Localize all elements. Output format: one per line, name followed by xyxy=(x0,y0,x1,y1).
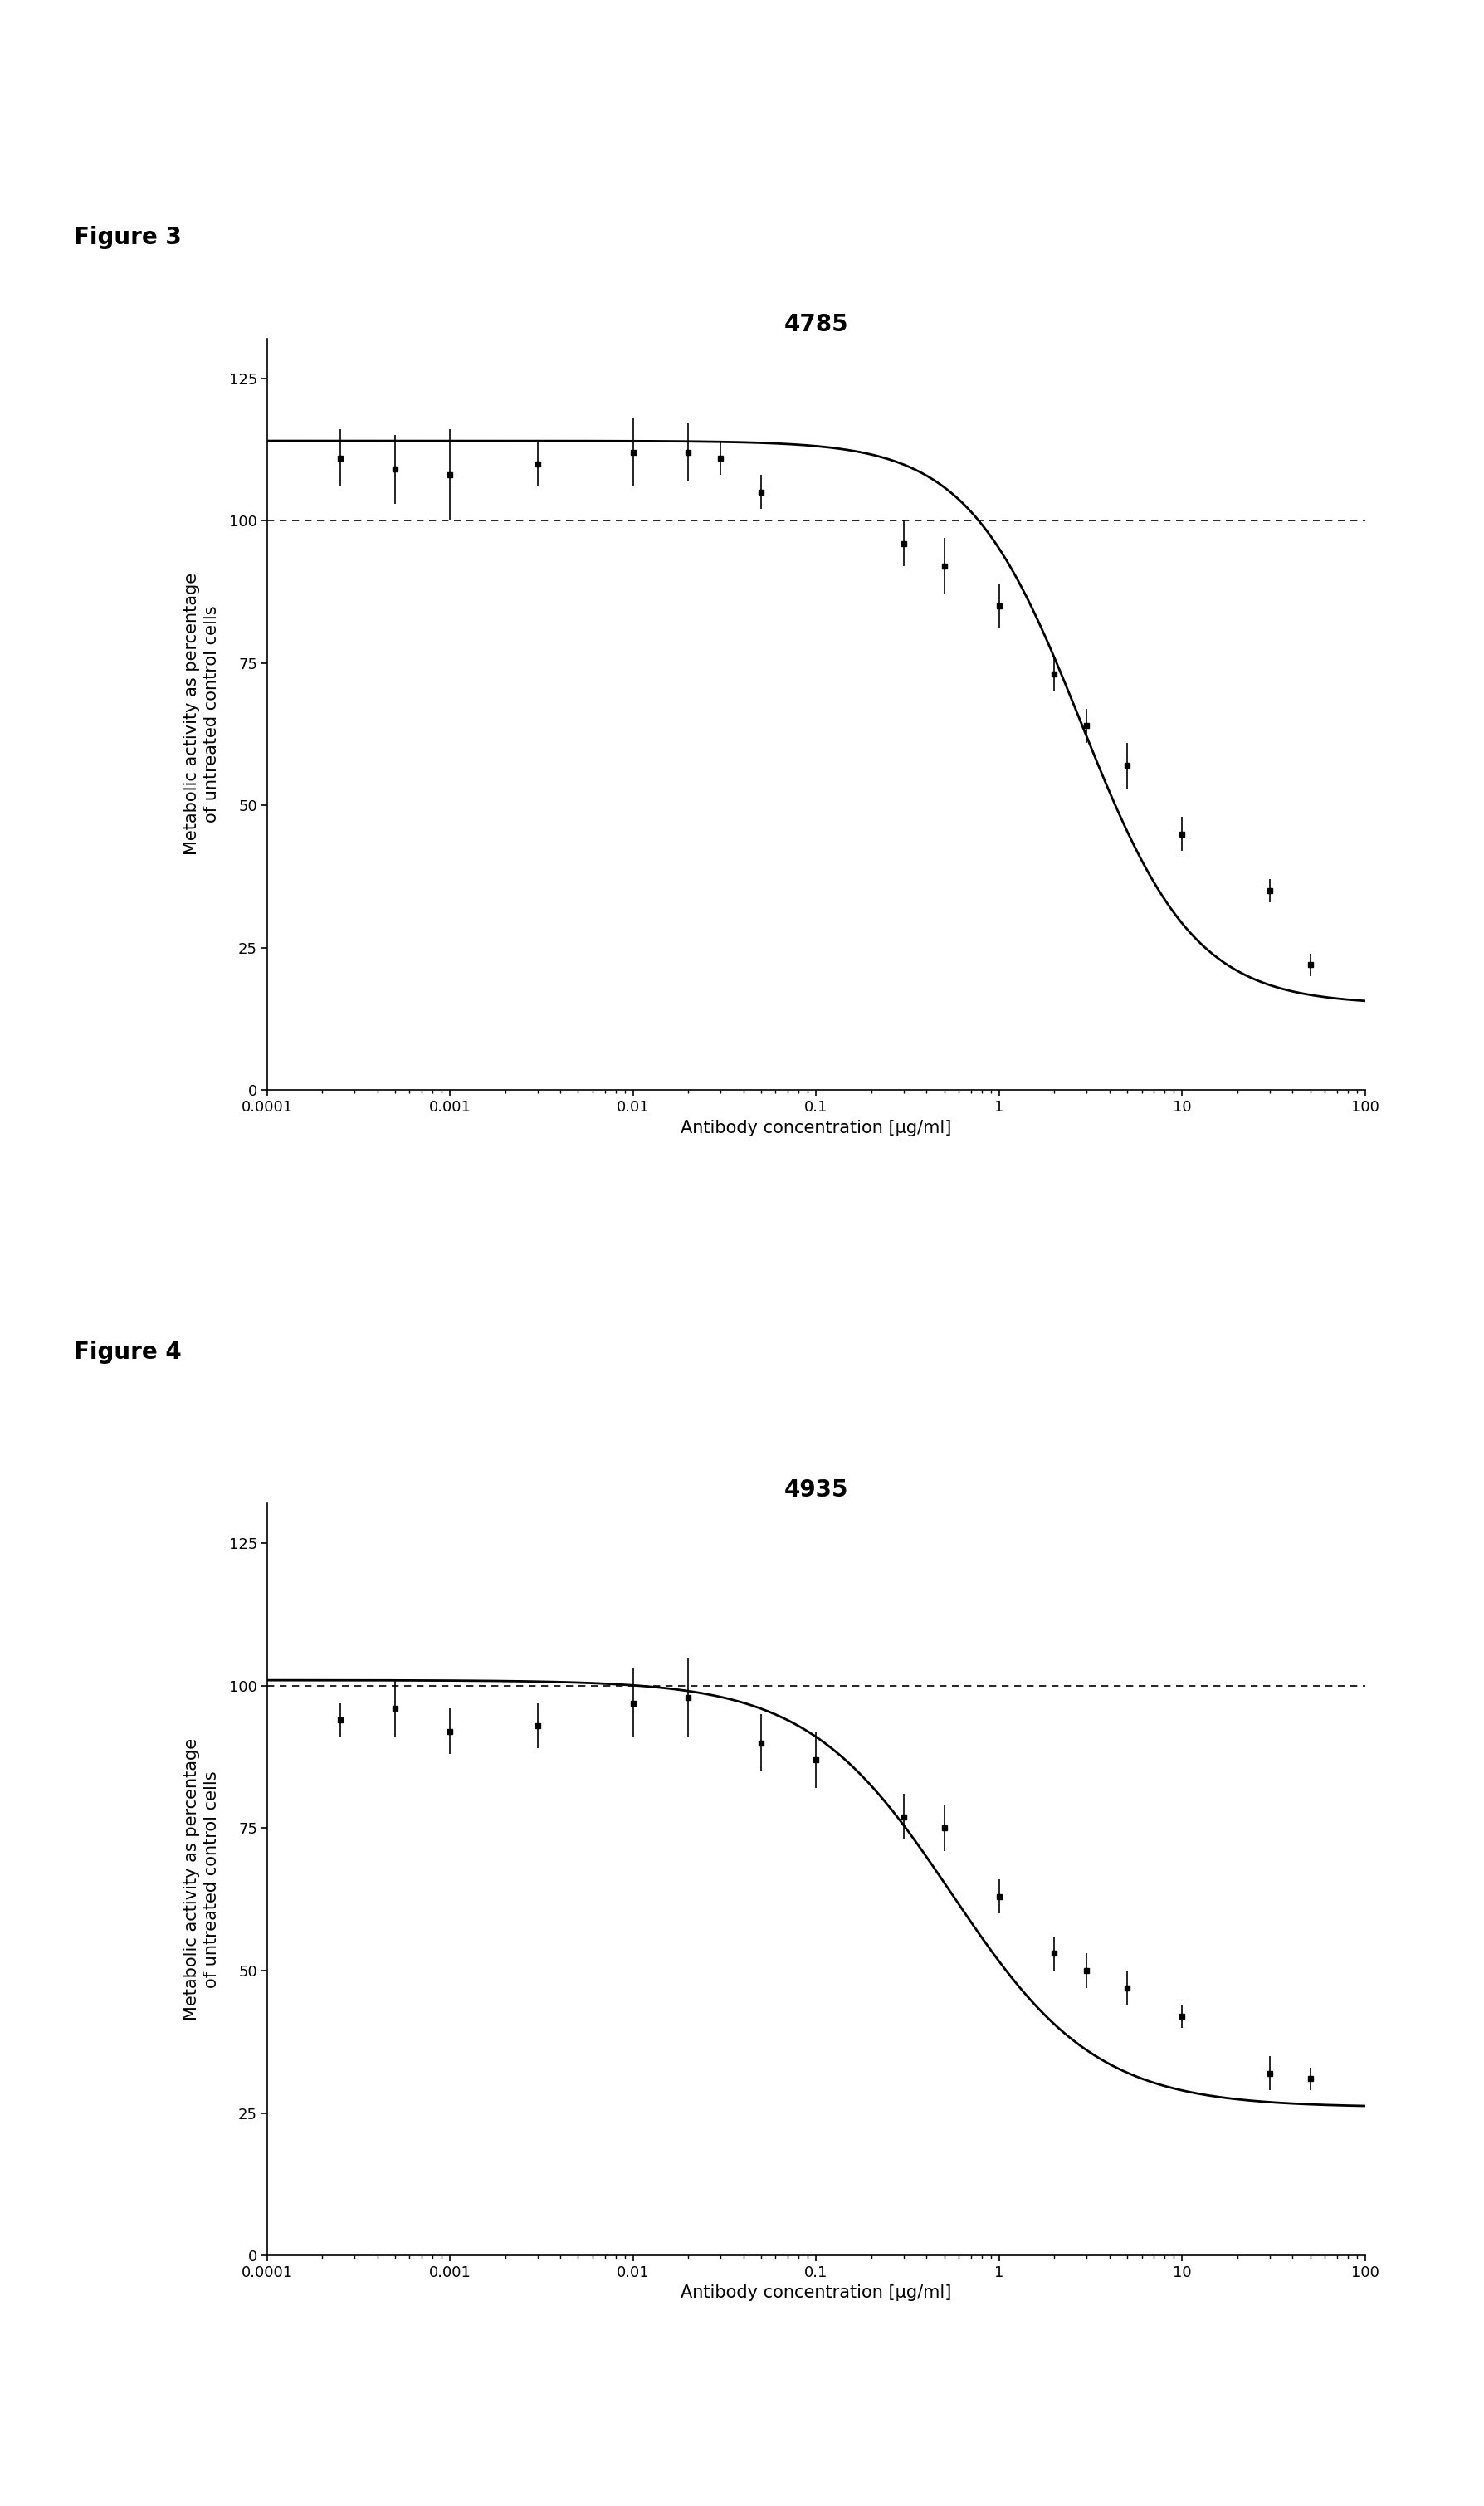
Y-axis label: Metabolic activity as percentage
of untreated control cells: Metabolic activity as percentage of untr… xyxy=(184,574,220,855)
X-axis label: Antibody concentration [µg/ml]: Antibody concentration [µg/ml] xyxy=(681,2285,951,2301)
Title: 4785: 4785 xyxy=(784,313,849,336)
Title: 4935: 4935 xyxy=(784,1479,849,1501)
Y-axis label: Metabolic activity as percentage
of untreated control cells: Metabolic activity as percentage of untr… xyxy=(184,1739,220,2020)
X-axis label: Antibody concentration [µg/ml]: Antibody concentration [µg/ml] xyxy=(681,1120,951,1135)
Text: Figure 3: Figure 3 xyxy=(74,226,183,248)
Text: Figure 4: Figure 4 xyxy=(74,1341,183,1363)
